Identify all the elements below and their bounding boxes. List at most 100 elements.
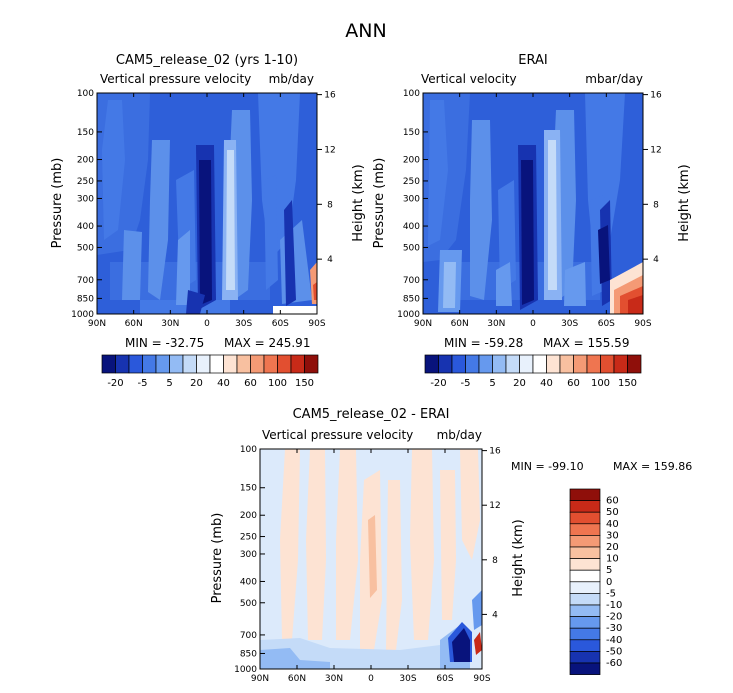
y-tick-label: 150	[77, 128, 94, 138]
panel-obs-variable: Vertical velocity	[421, 72, 517, 86]
y-tick-label: 300	[240, 550, 257, 560]
colorbar-box	[519, 354, 534, 374]
panel-model-ylabel-right: Height (km)	[351, 164, 366, 241]
colorbar-box	[115, 354, 130, 374]
colorbar-label: 0	[606, 577, 612, 588]
colorbar-box	[424, 354, 439, 374]
colorbar-label: 60	[567, 378, 580, 389]
y-right-tick-label: 8	[653, 200, 659, 210]
x-tick-label: 0	[530, 319, 536, 329]
figure-title: ANN	[345, 20, 386, 42]
colorbar-box	[613, 354, 628, 374]
y-tick-label: 200	[240, 511, 257, 521]
x-tick-label: 60S	[272, 319, 289, 329]
x-tick-label: 60N	[125, 319, 143, 329]
x-tick-label: 30S	[399, 674, 416, 684]
y-right-tick-label: 16	[324, 91, 336, 101]
panel-obs: ERAI Vertical velocity mbar/day	[372, 53, 692, 389]
panel-diff-field	[260, 449, 482, 669]
x-tick-label: 90S	[634, 319, 651, 329]
colorbar-label: 150	[618, 378, 637, 389]
colorbar-box	[569, 569, 601, 583]
x-tick-label: 90S	[308, 319, 325, 329]
colorbar-label: 100	[268, 378, 287, 389]
colorbar-box	[569, 488, 601, 501]
colorbar-label: 10	[606, 554, 619, 565]
colorbar-label: 5	[166, 378, 172, 389]
colorbar-label: 5	[489, 378, 495, 389]
colorbar-box	[492, 354, 507, 374]
colorbar-box	[438, 354, 453, 374]
panel-model-max: MAX = 245.91	[224, 336, 310, 350]
colorbar-box	[250, 354, 265, 374]
colorbar-label: -5	[138, 378, 148, 389]
colorbar-label: -20	[606, 612, 622, 623]
colorbar-box	[569, 523, 601, 536]
colorbar-label: -5	[461, 378, 471, 389]
panel-model-units: mb/day	[269, 72, 314, 86]
colorbar-box	[196, 354, 211, 374]
y-tick-label: 700	[77, 276, 94, 286]
colorbar-box	[569, 616, 601, 629]
colorbar-box	[478, 354, 493, 374]
colorbar-label: -50	[606, 646, 622, 657]
panel-diff-units: mb/day	[437, 428, 482, 442]
x-tick-label: 90N	[88, 319, 106, 329]
panel-diff-max: MAX = 159.86	[613, 460, 692, 473]
colorbar-label: -30	[606, 623, 622, 634]
y-tick-label: 100	[77, 89, 94, 99]
panel-model-ylabel: Pressure (mb)	[50, 158, 65, 249]
colorbar-label: -60	[606, 658, 622, 669]
panel-diff-min: MIN = -99.10	[511, 460, 584, 473]
colorbar-label: 60	[606, 496, 619, 507]
colorbar-box	[101, 354, 116, 374]
y-right-tick-label: 4	[327, 255, 333, 265]
panel-diff-ticks: 90N 60N 30N 0 30S 60S 90S 100 150 200 250 300 400 500…	[234, 445, 501, 684]
x-tick-label: 90N	[414, 319, 432, 329]
y-right-tick-label: 12	[489, 501, 500, 511]
y-tick-label: 400	[77, 222, 94, 232]
colorbar-box	[627, 354, 642, 374]
panel-obs-ticks: 90N 60N 30N 0 30S 60S 90S 100 150 200 250 300 400 500…	[397, 89, 662, 329]
colorbar-box	[569, 662, 601, 675]
colorbar-box	[223, 354, 238, 374]
colorbar-box	[569, 511, 601, 525]
y-right-tick-label: 16	[650, 91, 662, 101]
colorbar-label: 20	[513, 378, 526, 389]
panel-model: CAM5_release_02 (yrs 1-10) Vertical pres…	[50, 53, 366, 389]
panel-obs-title: ERAI	[518, 53, 547, 68]
colorbar-box	[586, 354, 601, 374]
y-tick-label: 100	[403, 89, 420, 99]
y-tick-label: 1000	[397, 310, 420, 320]
y-tick-label: 700	[403, 276, 420, 286]
x-tick-label: 30S	[235, 319, 252, 329]
y-tick-label: 150	[240, 484, 257, 494]
colorbar-box	[304, 354, 319, 374]
y-tick-label: 200	[77, 156, 94, 166]
x-tick-label: 30S	[561, 319, 578, 329]
colorbar-box	[169, 354, 184, 374]
panel-obs-colorbar: -20 -5 5 20 40 60 100 150	[424, 354, 642, 389]
colorbar-box	[182, 354, 197, 374]
colorbar-label: -20	[107, 378, 123, 389]
x-tick-label: 90N	[251, 674, 269, 684]
panel-obs-ylabel-right: Height (km)	[677, 164, 692, 241]
colorbar-label: 100	[591, 378, 610, 389]
y-tick-label: 1000	[71, 310, 94, 320]
y-tick-label: 250	[403, 177, 420, 187]
x-tick-label: 30N	[487, 319, 505, 329]
y-right-tick-label: 4	[653, 255, 659, 265]
colorbar-label: -40	[606, 635, 622, 646]
y-right-tick-label: 8	[327, 200, 333, 210]
colorbar-label: 30	[606, 530, 619, 541]
colorbar-label: 40	[540, 378, 553, 389]
colorbar-label: 40	[606, 519, 619, 530]
y-tick-label: 1000	[234, 665, 257, 675]
colorbar-box	[290, 354, 305, 374]
colorbar-box	[569, 639, 601, 652]
y-tick-label: 400	[240, 577, 257, 587]
colorbar-box	[465, 354, 480, 374]
panel-model-field	[97, 93, 317, 314]
colorbar-box	[532, 354, 547, 374]
